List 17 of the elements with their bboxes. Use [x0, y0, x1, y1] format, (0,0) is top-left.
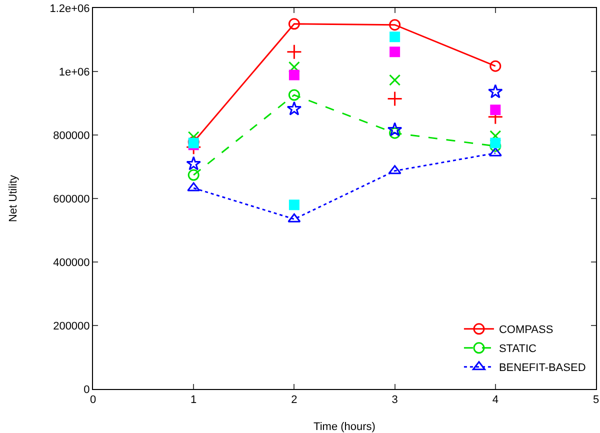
x-tick-label: 2 — [291, 394, 298, 406]
x-tick-label: 3 — [392, 394, 398, 406]
y-tick-label: 1.2e+06 — [50, 2, 90, 15]
y-tick-label: 1e+06 — [58, 66, 90, 78]
y-axis-title: Net Utility — [7, 174, 20, 222]
x-axis-title: Time (hours) — [314, 421, 376, 433]
y-tick-label: 200000 — [53, 320, 90, 332]
x-tick-label: 5 — [592, 394, 600, 406]
legend-label: COMPASS — [498, 324, 554, 336]
x-tick-label: 4 — [492, 394, 498, 406]
legend-label: STATIC — [498, 343, 537, 356]
y-tick-label: 800000 — [53, 130, 90, 142]
y-tick-label: 400000 — [53, 256, 90, 269]
y-tick-label: 600000 — [53, 193, 90, 206]
x-tick-label: 1 — [190, 394, 197, 406]
y-tick-label: 0 — [84, 384, 90, 396]
legend-label: BENEFIT-BASED — [498, 362, 586, 374]
